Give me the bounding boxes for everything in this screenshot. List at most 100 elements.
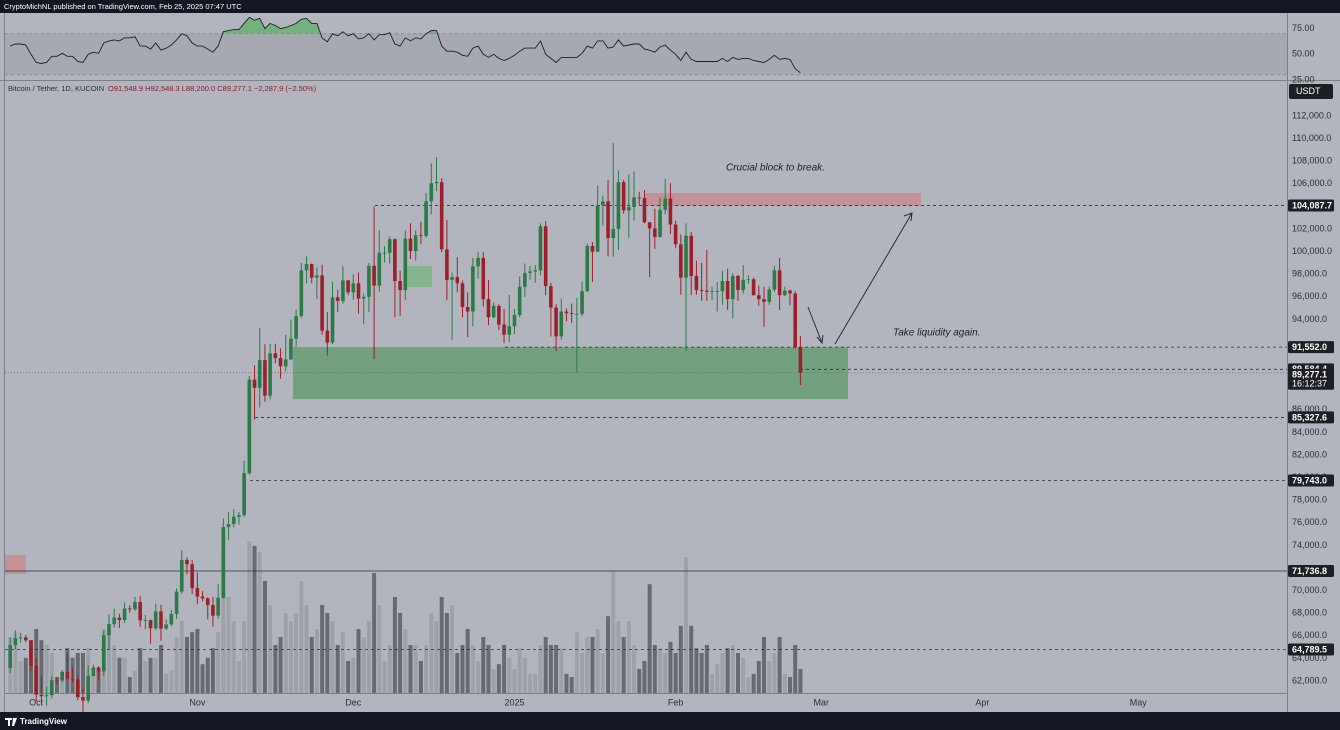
candle-body bbox=[663, 198, 668, 210]
footer-logo bbox=[5, 718, 17, 726]
volume-bar bbox=[408, 645, 413, 693]
candle-body bbox=[658, 209, 662, 237]
candle-body bbox=[361, 296, 366, 299]
volume-bar bbox=[247, 541, 252, 693]
candle-body bbox=[398, 281, 402, 291]
y-tick-label: 64,000.0 bbox=[1292, 653, 1327, 663]
candle-body bbox=[481, 257, 486, 300]
candle-body bbox=[653, 228, 657, 237]
volume-bar bbox=[288, 621, 293, 693]
volume-bar bbox=[767, 661, 772, 693]
volume-bar bbox=[221, 549, 226, 693]
volume-bar bbox=[257, 552, 262, 693]
candle-body bbox=[668, 198, 673, 225]
candle-body bbox=[60, 671, 64, 681]
candle-body bbox=[621, 182, 626, 211]
candle-body bbox=[450, 277, 454, 280]
y-tick-label: 96,000.0 bbox=[1292, 291, 1327, 301]
volume-bar bbox=[195, 629, 200, 693]
price-badge-label: 91,552.0 bbox=[1292, 342, 1327, 352]
candle-body bbox=[512, 314, 517, 327]
candle-body bbox=[304, 264, 309, 271]
candle-body bbox=[101, 635, 106, 672]
candle-body bbox=[595, 205, 600, 252]
y-tick-label: 112,000.0 bbox=[1292, 110, 1331, 120]
candle-body bbox=[117, 617, 122, 621]
candle-body bbox=[403, 238, 408, 291]
candle-body bbox=[49, 680, 54, 696]
candle-body bbox=[455, 277, 460, 284]
candle-body bbox=[590, 245, 595, 252]
candle-body bbox=[611, 229, 616, 239]
candle-body bbox=[793, 293, 798, 348]
rsi-overbought-fill bbox=[181, 17, 438, 34]
x-tick-label: Nov bbox=[189, 697, 206, 707]
price-badge-label: 64,789.5 bbox=[1292, 644, 1327, 654]
volume-bar bbox=[351, 657, 356, 693]
volume-bar bbox=[554, 645, 559, 693]
volume-bar bbox=[330, 621, 335, 693]
candle-body bbox=[564, 311, 569, 314]
volume-bar bbox=[756, 661, 761, 693]
volume-bar bbox=[798, 669, 803, 693]
volume-bar bbox=[777, 637, 782, 693]
volume-bar bbox=[75, 653, 80, 693]
price-badge bbox=[1288, 565, 1334, 578]
candle-body bbox=[559, 311, 564, 337]
candle-body bbox=[642, 197, 647, 223]
candle-body bbox=[736, 275, 740, 291]
annotation: Take liquidity again. bbox=[893, 328, 980, 339]
candle-body bbox=[788, 290, 792, 294]
volume-bar bbox=[398, 613, 403, 693]
volume-bar bbox=[626, 621, 631, 693]
candle-body bbox=[393, 239, 397, 282]
candle-body bbox=[86, 675, 90, 701]
volume-bar bbox=[460, 645, 465, 693]
candle-body bbox=[18, 637, 23, 639]
volume-bar bbox=[299, 581, 304, 693]
price-badge bbox=[1288, 411, 1334, 424]
candle-body bbox=[783, 290, 787, 296]
volume-bar bbox=[117, 657, 122, 693]
ohlc-legend: O91,548.9 H92,548.3 L88,200.0 C89,277.1 … bbox=[108, 84, 317, 93]
volume-bar bbox=[580, 653, 585, 693]
candle-body bbox=[429, 183, 434, 202]
x-tick-label: Apr bbox=[975, 697, 989, 707]
header: CryptoMichNL published on TradingView.co… bbox=[4, 2, 242, 11]
candle-body bbox=[226, 523, 231, 528]
candle-body bbox=[460, 283, 465, 308]
candle-body bbox=[13, 638, 18, 646]
candle-body bbox=[746, 279, 751, 281]
candle-body bbox=[439, 182, 444, 250]
volume-bar bbox=[663, 653, 668, 693]
candle-body bbox=[585, 245, 590, 292]
x-tick-label: May bbox=[1130, 697, 1148, 707]
volume-bar bbox=[335, 645, 340, 693]
volume-bar bbox=[772, 653, 777, 693]
volume-bar bbox=[559, 648, 564, 693]
candle-body bbox=[143, 620, 148, 622]
price-badge bbox=[1288, 199, 1334, 212]
volume-bar bbox=[356, 629, 361, 693]
candle-body bbox=[148, 620, 153, 629]
y-tick-label: 62,000.0 bbox=[1292, 675, 1327, 685]
volume-bar bbox=[226, 597, 231, 693]
volume-bar bbox=[507, 657, 512, 693]
candle-body bbox=[715, 291, 720, 292]
plot: 62,000.0 64,000.0 66,000.0 68,000.0 70,000.0… bbox=[5, 16, 1334, 717]
volume-bar bbox=[517, 648, 522, 693]
x-tick-label: 2025 bbox=[504, 697, 524, 707]
candle-body bbox=[387, 239, 392, 253]
price-badge-label: 89,277.1 bbox=[1292, 370, 1327, 380]
volume-bar bbox=[658, 648, 663, 693]
candle-body bbox=[247, 379, 252, 474]
volume-bar bbox=[268, 605, 273, 693]
candle-body bbox=[320, 275, 324, 331]
candle-body bbox=[39, 694, 44, 697]
volume-bar bbox=[793, 645, 798, 693]
top-bar bbox=[0, 0, 1340, 13]
annotation: Crucial block to break. bbox=[726, 163, 825, 174]
y-tick-label: 106,000.0 bbox=[1292, 178, 1332, 188]
candle-body bbox=[263, 360, 267, 396]
candle-body bbox=[169, 613, 174, 625]
